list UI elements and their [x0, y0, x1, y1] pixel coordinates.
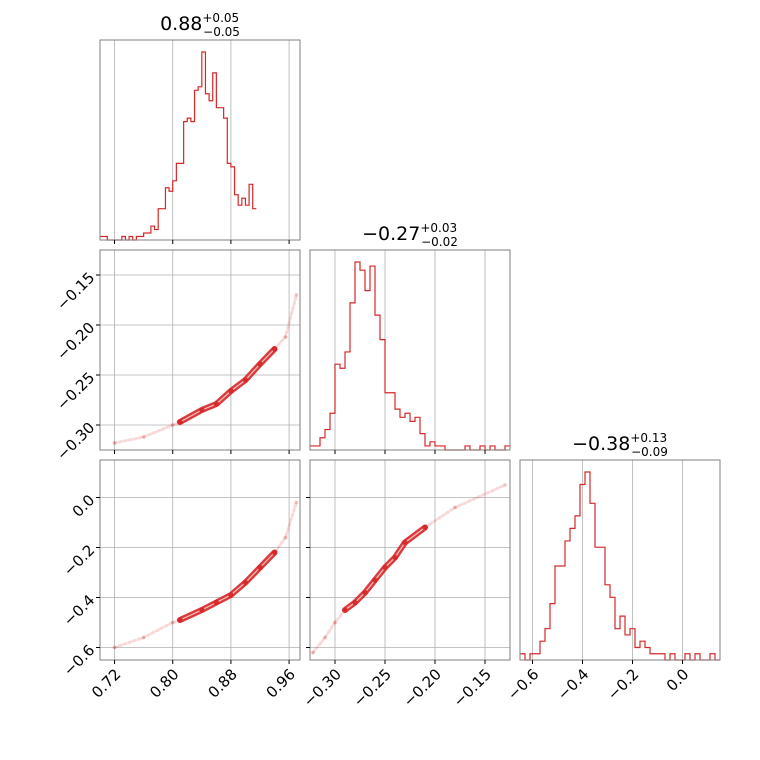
scatter-marks — [112, 500, 299, 650]
scatter-point — [199, 407, 205, 413]
scatter-point — [141, 435, 146, 439]
scatter-point — [402, 539, 408, 546]
scatter-point — [228, 388, 234, 394]
axes-frame — [99, 459, 301, 661]
x-tick-label-0-2: 0.88 — [204, 665, 240, 701]
x-tick-label-1-3: −0.15 — [450, 665, 495, 710]
scatter-panel-0-2 — [96, 459, 301, 664]
histogram-step-0 — [100, 51, 257, 241]
y-tick-label-1-2: −0.20 — [53, 319, 98, 364]
title-param-2: −0.38+0.13 −0.09 — [572, 431, 668, 459]
scatter-point — [199, 607, 205, 613]
scatter-point — [271, 346, 278, 352]
y-tick-label-1-0: −0.30 — [53, 419, 98, 464]
x-tick-label-0-0: 0.72 — [88, 665, 124, 701]
y-tick-label-2-3: 0.0 — [69, 491, 99, 521]
y-tick-label-1-1: −0.25 — [53, 369, 98, 414]
scatter-point — [323, 635, 327, 640]
x-tick-label-1-2: −0.20 — [400, 665, 445, 710]
sample-core — [177, 346, 278, 425]
scatter-point — [453, 505, 457, 510]
x-tick-label-2-2: −0.2 — [604, 665, 642, 703]
scatter-point — [372, 577, 378, 583]
x-tick-label-0-3: 0.96 — [263, 665, 299, 701]
scatter-point — [283, 535, 288, 540]
sample-core-highlight — [179, 552, 275, 621]
x-tick-label-0-1: 0.80 — [146, 665, 182, 701]
scatter-point — [213, 599, 219, 606]
scatter-point — [242, 579, 249, 586]
y-tick-label-2-2: −0.2 — [60, 541, 98, 579]
scatter-point — [333, 620, 337, 625]
axes-frame — [99, 39, 301, 241]
scatter-point — [170, 620, 175, 625]
x-tick-label-2-3: 0.0 — [663, 665, 693, 695]
scatter-point — [311, 650, 315, 655]
scatter-point — [177, 419, 183, 425]
sample-core — [177, 549, 278, 623]
scatter-point — [141, 635, 146, 640]
scatter-point — [112, 441, 117, 445]
title-param-1: −0.27+0.03 −0.02 — [362, 221, 458, 249]
title-param-0: 0.88+0.05 −0.05 — [160, 11, 240, 39]
scatter-point — [228, 592, 234, 598]
sample-tail — [113, 293, 298, 445]
scatter-point — [392, 554, 398, 561]
axes-frame — [309, 459, 511, 661]
scatter-point — [177, 617, 183, 623]
scatter-point — [257, 564, 263, 571]
scatter-point — [294, 293, 299, 297]
sample-tail — [113, 501, 298, 649]
panels-layer: 0.72 0.80 0.88 0.96 −0.30 −0.25 −0.20 −0.15 −0.6… — [53, 39, 721, 710]
scatter-point — [257, 361, 263, 367]
axes-frame — [99, 249, 301, 451]
histogram-panel-1 — [309, 249, 511, 454]
y-tick-label-1-3: −0.15 — [53, 269, 98, 314]
scatter-point — [342, 607, 348, 613]
scatter-panel-1-2 — [306, 459, 511, 664]
x-tick-label-2-1: −0.4 — [554, 665, 592, 703]
axes-frame — [309, 249, 511, 451]
y-tick-label-2-1: −0.4 — [60, 591, 98, 629]
scatter-point — [271, 549, 278, 556]
histogram-panel-2 — [519, 459, 721, 664]
scatter-point — [170, 423, 175, 427]
histogram-step-2 — [520, 471, 720, 661]
scatter-point — [242, 377, 249, 383]
scatter-point — [362, 589, 368, 596]
scatter-point — [382, 564, 388, 571]
axes-frame — [519, 459, 721, 661]
histogram-step-1 — [310, 261, 510, 451]
sample-tail — [311, 483, 507, 654]
scatter-panel-0-1 — [96, 249, 301, 454]
scatter-point — [283, 335, 288, 339]
scatter-point — [422, 524, 428, 531]
y-tick-label-2-0: −0.6 — [60, 641, 98, 679]
x-tick-label-1-1: −0.25 — [350, 665, 395, 710]
scatter-marks — [311, 483, 507, 655]
x-tick-label-1-0: −0.30 — [300, 665, 345, 710]
scatter-point — [352, 599, 358, 606]
histogram-panel-0 — [99, 39, 301, 244]
scatter-point — [294, 500, 299, 505]
x-tick-label-2-0: −0.6 — [504, 665, 542, 703]
scatter-point — [213, 401, 219, 407]
scatter-point — [112, 645, 117, 650]
scatter-point — [503, 483, 507, 487]
scatter-marks — [112, 293, 299, 445]
